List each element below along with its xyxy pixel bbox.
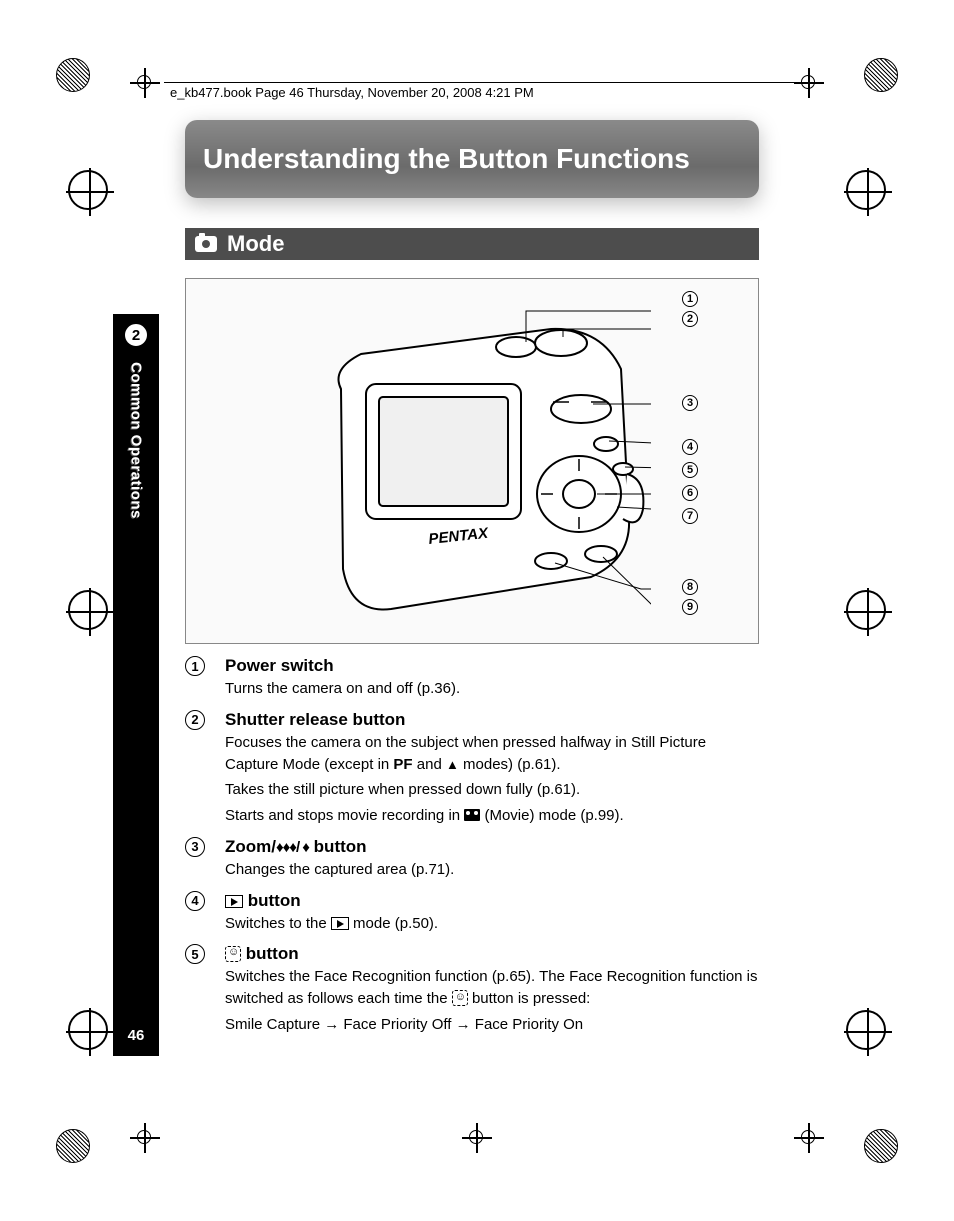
callout-7: 7 (682, 508, 698, 524)
reg-cross-icon (794, 68, 824, 98)
callout-9: 9 (682, 599, 698, 615)
reg-circle-icon (846, 590, 886, 630)
callout-2: 2 (682, 311, 698, 327)
callout-1: 1 (682, 291, 698, 307)
camera-diagram: PENTAX 1 2 3 4 5 6 7 8 9 (185, 278, 759, 644)
page-header: e_kb477.book Page 46 Thursday, November … (170, 85, 534, 100)
chapter-label: Common Operations (128, 362, 145, 519)
chapter-number-badge: 2 (123, 322, 149, 348)
callout-6: 6 (682, 485, 698, 501)
item-number: 5 (185, 944, 225, 1039)
page-number: 46 (128, 1027, 145, 1044)
item-number: 2 (185, 710, 225, 831)
item-description-line: Switches the Face Recognition function (… (225, 966, 759, 1010)
description-item: 4 button Switches to the mode (p.50). (185, 891, 759, 939)
item-description-line: Focuses the camera on the subject when p… (225, 732, 759, 776)
button-descriptions: 1 Power switch Turns the camera on and o… (185, 656, 759, 1046)
reg-circle-icon (68, 170, 108, 210)
item-description-line: Smile Capture → Face Priority Off → Face… (225, 1014, 759, 1036)
reg-mark-icon (56, 58, 90, 92)
camera-illustration-icon: PENTAX (301, 299, 651, 629)
reg-circle-icon (846, 170, 886, 210)
header-rule (164, 82, 824, 83)
callout-8: 8 (682, 579, 698, 595)
description-item: 2 Shutter release button Focuses the cam… (185, 710, 759, 831)
item-description-line: Starts and stops movie recording in (Mov… (225, 805, 759, 827)
item-description-line: Switches to the mode (p.50). (225, 913, 759, 935)
face-recognition-icon (452, 990, 468, 1006)
reg-mark-icon (56, 1129, 90, 1163)
item-title: Shutter release button (225, 710, 759, 730)
reg-circle-icon (68, 1010, 108, 1050)
item-number: 3 (185, 837, 225, 885)
movie-icon (464, 809, 480, 821)
reg-cross-icon (130, 68, 160, 98)
camera-mode-icon (195, 236, 217, 252)
reg-circle-icon (68, 590, 108, 630)
item-description-line: Takes the still picture when pressed dow… (225, 779, 759, 801)
reg-mark-icon (864, 1129, 898, 1163)
item-title: Zoom/♦♦♦/ ♦ button (225, 837, 759, 857)
reg-circle-icon (846, 1010, 886, 1050)
section-heading: Mode (185, 228, 759, 260)
description-item: 5 button Switches the Face Recognition f… (185, 944, 759, 1039)
description-item: 3 Zoom/♦♦♦/ ♦ button Changes the capture… (185, 837, 759, 885)
reg-cross-icon (794, 1123, 824, 1153)
section-title-text: Mode (227, 231, 284, 257)
playback-icon (225, 895, 243, 908)
description-item: 1 Power switch Turns the camera on and o… (185, 656, 759, 704)
callout-5: 5 (682, 462, 698, 478)
reg-mark-icon (864, 58, 898, 92)
item-number: 4 (185, 891, 225, 939)
callout-3: 3 (682, 395, 698, 411)
reg-cross-icon (462, 1123, 492, 1153)
playback-icon (331, 917, 349, 930)
item-title: button (225, 891, 759, 911)
item-description-line: Changes the captured area (p.71). (225, 859, 759, 881)
side-tab: 2 Common Operations 46 (113, 314, 159, 1056)
chapter-title: Understanding the Button Functions (185, 120, 759, 198)
manual-page: e_kb477.book Page 46 Thursday, November … (0, 0, 954, 1221)
face-recognition-icon (225, 946, 241, 962)
item-description-line: Turns the camera on and off (p.36). (225, 678, 759, 700)
reg-cross-icon (130, 1123, 160, 1153)
item-title: button (225, 944, 759, 964)
item-number: 1 (185, 656, 225, 704)
item-title: Power switch (225, 656, 759, 676)
callout-4: 4 (682, 439, 698, 455)
